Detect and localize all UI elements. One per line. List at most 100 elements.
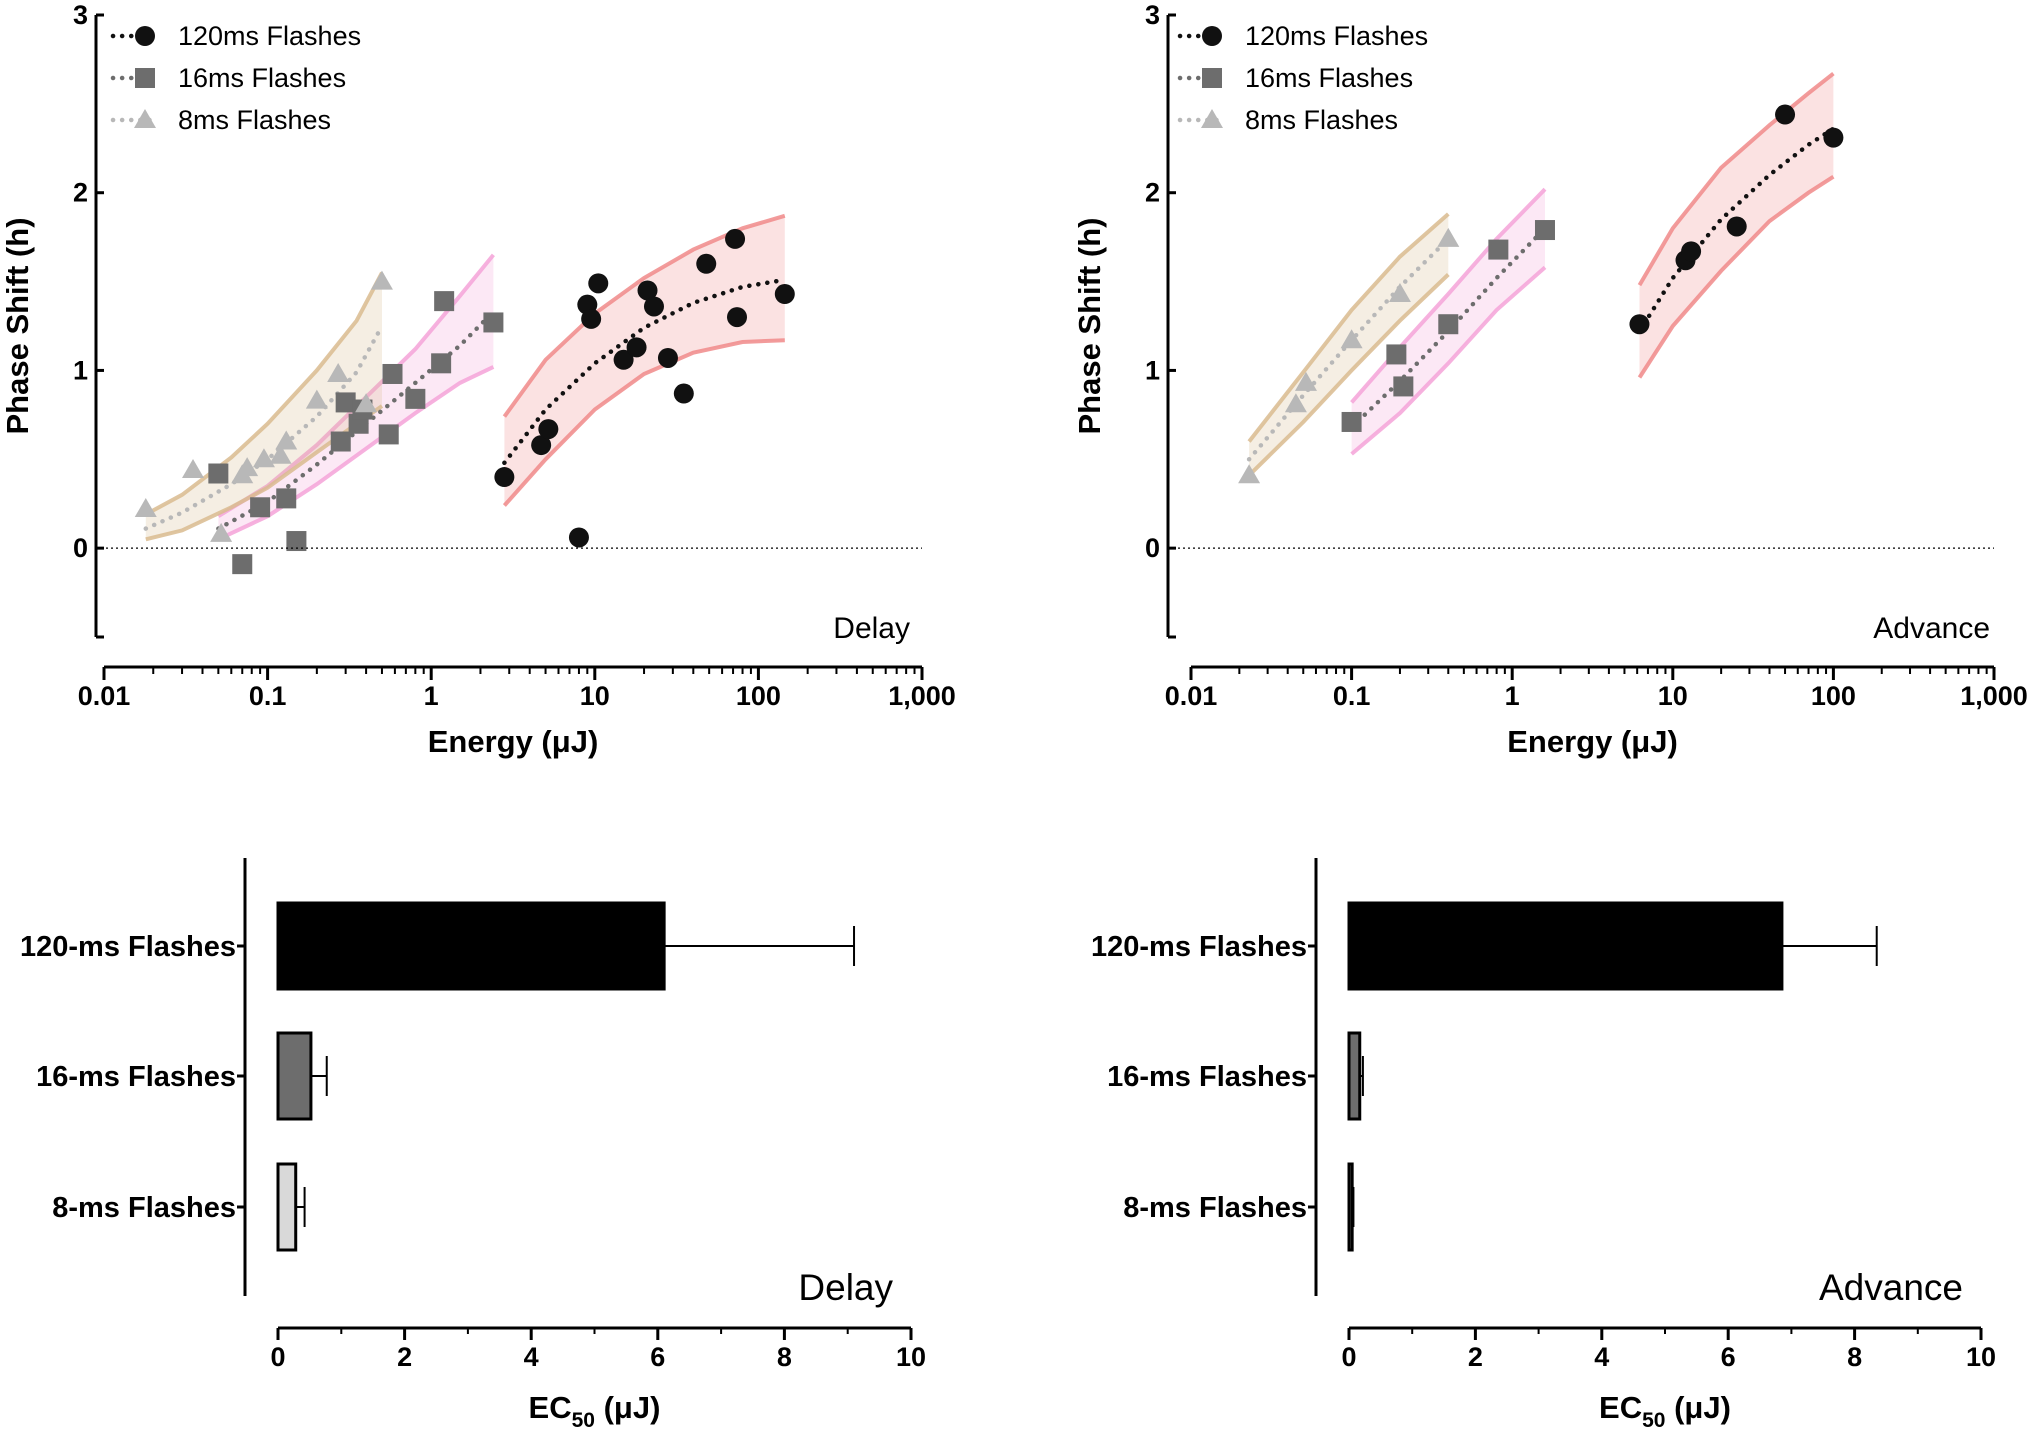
data-point-120ms-flashes xyxy=(696,253,717,274)
x-axis-title: Energy (μJ) xyxy=(428,724,599,759)
data-point-16ms-flashes xyxy=(286,531,307,552)
x-tick-label: 100 xyxy=(736,681,781,711)
x-tick-label: 1,000 xyxy=(888,681,956,711)
y-tick-label: 3 xyxy=(73,0,88,30)
data-point-120ms-flashes xyxy=(1629,314,1650,335)
x-tick-label: 0.1 xyxy=(1333,681,1371,711)
x-tick-label: 1 xyxy=(1505,681,1520,711)
data-point-8ms-flashes xyxy=(269,444,292,464)
data-point-8ms-flashes xyxy=(275,430,298,450)
data-point-8ms-flashes xyxy=(1388,283,1411,303)
x-tick-label: 100 xyxy=(1811,681,1856,711)
data-point-8ms-flashes xyxy=(236,457,259,477)
legend-marker-16ms-flashes xyxy=(1202,68,1222,88)
legend-marker-8ms-flashes xyxy=(1201,109,1223,128)
category-label-16-ms-flashes: 16-ms Flashes xyxy=(1107,1061,1307,1093)
x-tick-label: 4 xyxy=(1594,1342,1609,1372)
x-axis-title: Energy (μJ) xyxy=(1507,724,1678,759)
x-tick-label: 1 xyxy=(424,681,439,711)
y-tick-label: 2 xyxy=(1145,178,1160,208)
data-point-8ms-flashes xyxy=(1340,329,1363,349)
data-point-120ms-flashes xyxy=(1823,127,1844,148)
data-point-16ms-flashes xyxy=(405,388,426,409)
panel-corner-label: Delay xyxy=(798,1267,893,1308)
legend-label-16ms-flashes: 16ms Flashes xyxy=(178,63,346,93)
data-point-16ms-flashes xyxy=(1386,344,1407,365)
data-point-120ms-flashes xyxy=(657,347,678,368)
legend-label-120ms-flashes: 120ms Flashes xyxy=(1245,21,1428,51)
legend-marker-8ms-flashes xyxy=(134,109,156,128)
x-axis-title: EC50 (μJ) xyxy=(529,1390,661,1432)
data-point-8ms-flashes xyxy=(1437,227,1460,247)
y-tick-label: 1 xyxy=(1145,355,1160,385)
data-point-8ms-flashes xyxy=(1238,464,1261,484)
y-tick-label: 1 xyxy=(73,355,88,385)
y-axis-title: Phase Shift (h) xyxy=(1072,217,1107,434)
legend: 120ms Flashes 16ms Flashes 8ms Flashes xyxy=(110,21,361,135)
fit-line-120ms-flashes xyxy=(502,277,788,466)
band-upper-120ms-flashes xyxy=(1637,72,1835,287)
category-label-8-ms-flashes: 8-ms Flashes xyxy=(1123,1192,1307,1224)
data-point-120ms-flashes xyxy=(588,273,609,294)
data-point-16ms-flashes xyxy=(330,431,351,452)
y-tick-label: 0 xyxy=(1145,533,1160,563)
band-lower-120ms-flashes xyxy=(502,338,785,507)
data-point-16ms-flashes xyxy=(1534,220,1555,241)
legend-label-16ms-flashes: 16ms Flashes xyxy=(1245,63,1413,93)
data-point-16ms-flashes xyxy=(431,353,452,374)
x-axis-title-subscript: 50 xyxy=(1642,1409,1665,1432)
x-axis-title-main: EC xyxy=(529,1390,572,1425)
panel-corner-label: Delay xyxy=(833,612,910,645)
bar-120-ms-flashes xyxy=(1347,901,1784,991)
data-point-8ms-flashes xyxy=(370,270,393,290)
category-label-120-ms-flashes: 120-ms Flashes xyxy=(1091,931,1307,963)
x-tick-label: 10 xyxy=(1966,1342,1996,1372)
data-point-16ms-flashes xyxy=(1488,239,1509,260)
category-label-16-ms-flashes: 16-ms Flashes xyxy=(36,1061,236,1093)
y-tick-label: 2 xyxy=(73,178,88,208)
x-tick-label: 4 xyxy=(524,1342,539,1372)
data-point-16ms-flashes xyxy=(1341,411,1362,432)
data-point-8ms-flashes xyxy=(327,362,350,382)
x-axis-title-unit: (μJ) xyxy=(1665,1390,1730,1425)
x-tick-label: 2 xyxy=(397,1342,412,1372)
bar-16-ms-flashes xyxy=(276,1031,313,1121)
data-point-120ms-flashes xyxy=(626,337,647,358)
band-lower-120ms-flashes xyxy=(1637,175,1835,379)
x-tick-label: 6 xyxy=(650,1342,665,1372)
band-lower-8ms-flashes xyxy=(1247,273,1450,477)
legend-marker-120ms-flashes xyxy=(135,26,155,46)
x-tick-label: 2 xyxy=(1468,1342,1483,1372)
band-lower-16ms-flashes xyxy=(1350,265,1547,456)
legend-label-8ms-flashes: 8ms Flashes xyxy=(1245,105,1398,135)
data-point-8ms-flashes xyxy=(355,393,378,413)
y-axis-title: Phase Shift (h) xyxy=(0,217,35,434)
data-point-16ms-flashes xyxy=(483,312,504,333)
bar-panel-advance: 120-ms Flashes 16-ms Flashes 8-ms Flashes 0… xyxy=(1091,858,1996,1432)
data-point-8ms-flashes xyxy=(134,498,157,518)
fit-line-8ms-flashes xyxy=(1246,236,1451,462)
legend: 120ms Flashes 16ms Flashes 8ms Flashes xyxy=(1177,21,1428,135)
band-upper-8ms-flashes xyxy=(1247,212,1450,443)
data-point-8ms-flashes xyxy=(210,522,233,542)
data-point-16ms-flashes xyxy=(208,463,229,484)
data-point-16ms-flashes xyxy=(1393,376,1414,397)
data-point-120ms-flashes xyxy=(613,349,634,370)
data-point-120ms-flashes xyxy=(531,435,552,456)
band-upper-16ms-flashes xyxy=(1350,187,1547,404)
data-point-8ms-flashes xyxy=(305,389,328,409)
data-point-120ms-flashes xyxy=(673,383,694,404)
data-point-120ms-flashes xyxy=(774,284,795,305)
x-axis-title: EC50 (μJ) xyxy=(1599,1390,1731,1432)
x-tick-label: 0 xyxy=(270,1342,285,1372)
confidence-band-120ms-flashes xyxy=(504,215,785,506)
data-point-8ms-flashes xyxy=(182,458,205,478)
bar-panel-delay: 120-ms Flashes 16-ms Flashes 8-ms Flashes 0… xyxy=(20,858,926,1432)
data-point-120ms-flashes xyxy=(1775,104,1796,125)
x-tick-label: 0 xyxy=(1341,1342,1356,1372)
data-point-120ms-flashes xyxy=(568,527,589,548)
x-tick-label: 8 xyxy=(777,1342,792,1372)
data-point-16ms-flashes xyxy=(434,291,455,312)
category-label-8-ms-flashes: 8-ms Flashes xyxy=(52,1192,236,1224)
